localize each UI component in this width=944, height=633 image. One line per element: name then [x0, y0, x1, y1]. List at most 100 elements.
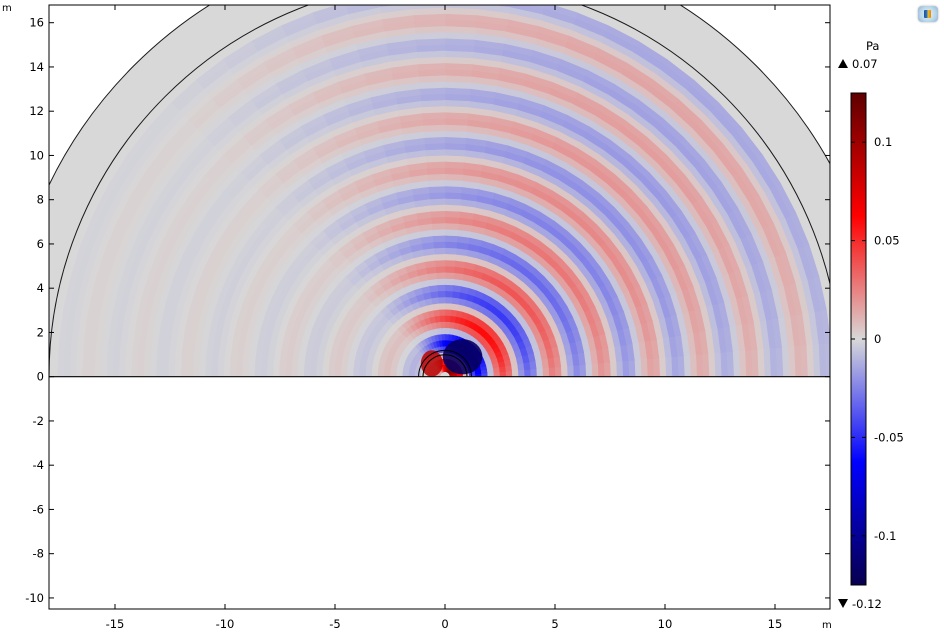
- field-cell: [444, 315, 451, 323]
- y-tick-label: -4: [33, 458, 44, 472]
- x-tick-label: 5: [551, 617, 558, 631]
- field-cell: [560, 365, 568, 377]
- field-cell: [384, 365, 392, 373]
- field-cell: [444, 217, 460, 225]
- field-cell: [444, 247, 457, 256]
- field-cell: [444, 272, 455, 280]
- field-cell: [378, 0, 412, 2]
- field-cell: [334, 366, 343, 377]
- field-cell: [444, 334, 450, 342]
- field-cell: [603, 361, 611, 377]
- field-cell: [438, 309, 446, 317]
- field-cell: [328, 366, 336, 377]
- field-cell: [523, 368, 531, 377]
- field-cell: [478, 0, 512, 2]
- source-circle-1: [422, 354, 468, 377]
- field-rings: [49, 0, 830, 377]
- field-cell: [504, 370, 513, 377]
- x-tick-label: -15: [106, 617, 125, 631]
- x-tick-label: 15: [768, 617, 783, 631]
- field-cell: [444, 309, 452, 317]
- field-cell: [438, 303, 446, 311]
- field-cell: [279, 361, 287, 377]
- field-cell: [435, 272, 446, 280]
- field-cell: [590, 363, 599, 377]
- x-unit-label: m: [822, 620, 832, 631]
- colorbar-tick-label: -0.1: [874, 529, 896, 543]
- field-cell: [445, 0, 478, 3]
- field-cell: [303, 364, 312, 377]
- field-cell: [554, 366, 562, 377]
- field-cell: [285, 362, 293, 377]
- field-cell: [572, 364, 580, 377]
- field-cell: [291, 363, 300, 377]
- field-cell: [430, 210, 446, 219]
- x-tick-label: 0: [441, 617, 448, 631]
- field-cell: [434, 260, 446, 268]
- field-cell: [437, 297, 446, 305]
- field-cell: [365, 369, 373, 377]
- field-cell: [431, 223, 446, 231]
- field-cell: [444, 241, 458, 250]
- field-cell: [444, 266, 455, 274]
- pressure-field: [49, 0, 830, 377]
- field-cell: [444, 291, 453, 299]
- min-marker-icon: [838, 599, 848, 608]
- field-cell: [535, 367, 543, 377]
- field-cell: [444, 278, 454, 287]
- y-tick-label: 10: [29, 148, 44, 162]
- colorbar-tick-label: 0.1: [874, 135, 892, 149]
- field-cell: [433, 247, 446, 256]
- field-cell: [430, 217, 446, 225]
- plot-frame: [48, 4, 831, 610]
- x-tick-label: -10: [216, 617, 235, 631]
- colorbar: Pa 0.07 0.1 0.05 0 -0.05 -0.1 -0.12: [838, 39, 904, 611]
- field-cell: [310, 364, 318, 377]
- max-marker-icon: [838, 59, 848, 68]
- field-cell: [566, 365, 574, 377]
- field-cell: [529, 368, 537, 377]
- field-cell: [436, 284, 446, 293]
- field-cell: [371, 369, 379, 377]
- y-tick-label: 16: [29, 16, 44, 30]
- colorbar-tick-label: 0: [874, 332, 881, 346]
- field-cell: [448, 322, 455, 330]
- field-cell: [541, 367, 550, 377]
- field-cell: [432, 235, 446, 244]
- field-cell: [431, 229, 446, 237]
- y-tick-label: 0: [37, 370, 44, 384]
- field-cell: [434, 254, 446, 262]
- field-cell: [498, 371, 507, 377]
- field-cell: [396, 372, 404, 377]
- y-tick-label: -2: [33, 414, 44, 428]
- colorbar-tick-label: -0.05: [874, 430, 904, 444]
- x-tick-label: 10: [658, 617, 673, 631]
- field-cell: [444, 235, 458, 244]
- y-tick-label: -10: [25, 591, 44, 605]
- field-cell: [412, 0, 445, 3]
- x-axis: -15 -10 -5 0 5 10 15: [106, 5, 783, 631]
- field-cell: [340, 367, 349, 377]
- y-tick-label: 6: [37, 237, 44, 251]
- colorbar-min-label: -0.12: [852, 597, 882, 611]
- field-cell: [444, 204, 461, 213]
- field-cell: [273, 361, 281, 377]
- y-tick-label: 12: [29, 104, 44, 118]
- field-cell: [444, 260, 456, 268]
- y-tick-label: -8: [33, 547, 44, 561]
- field-cell: [437, 291, 446, 299]
- source-circle-0: [418, 349, 472, 377]
- field-cell: [517, 369, 525, 377]
- colorbar-max-label: 0.07: [852, 57, 878, 71]
- field-cell: [347, 367, 355, 377]
- field-cell: [609, 361, 617, 377]
- field-cell: [444, 284, 454, 293]
- geometry-outlines: [49, 5, 830, 378]
- field-cell: [359, 368, 367, 377]
- field-cell: [584, 363, 593, 377]
- y-tick-label: 2: [37, 325, 44, 339]
- graphics-window-icon[interactable]: [918, 6, 938, 22]
- y-tick-label: 14: [29, 60, 44, 74]
- y-tick-label: -6: [33, 502, 44, 516]
